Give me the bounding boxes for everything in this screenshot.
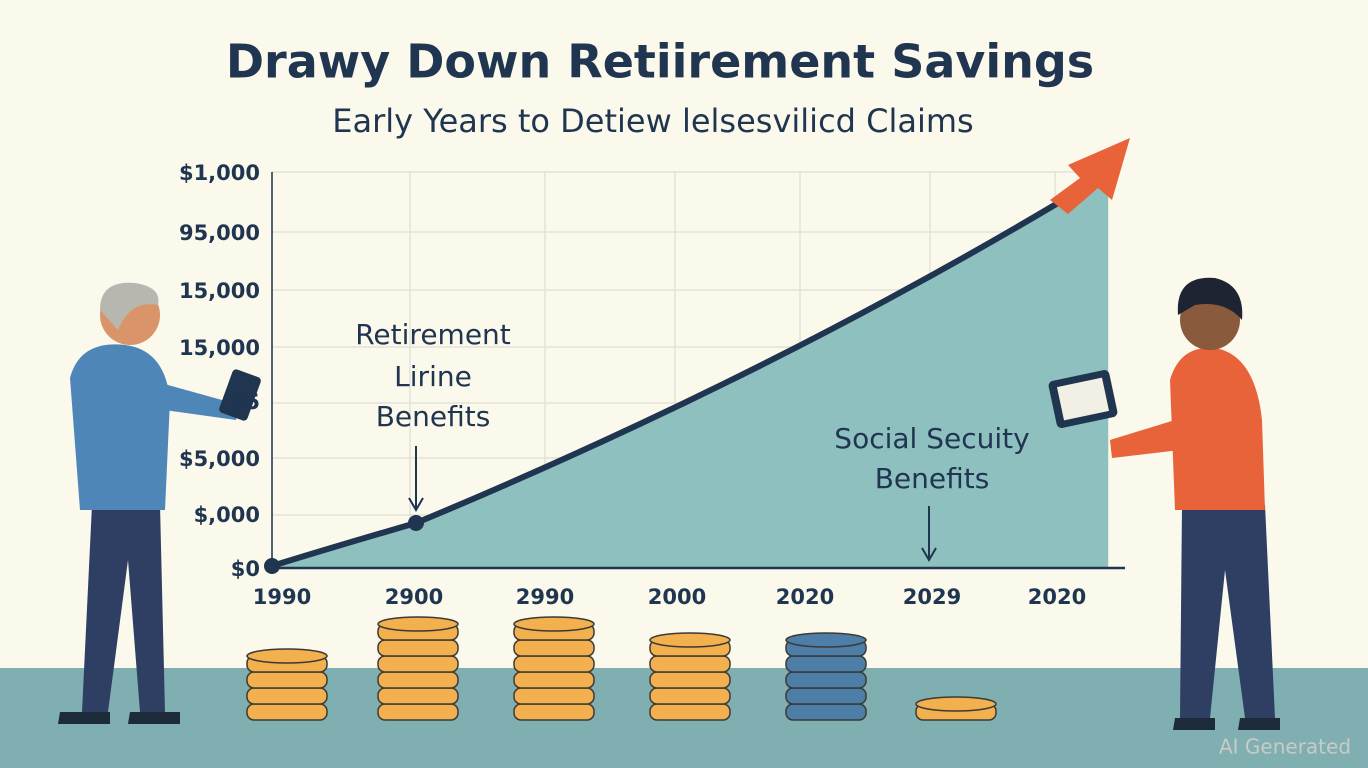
younger-person [1048, 277, 1280, 730]
coin [377, 687, 459, 705]
y-tick-label: 95,000 [179, 221, 260, 245]
y-tick-label: $,000 [194, 503, 260, 527]
annotation-arrows [408, 446, 937, 562]
start-dot [264, 558, 280, 574]
coin [377, 639, 459, 657]
coin [513, 687, 595, 705]
y-tick-label: 15,000 [179, 336, 260, 360]
x-tick-label: 2020 [1028, 585, 1086, 609]
coin [785, 655, 867, 673]
coin [513, 671, 595, 689]
coins [246, 616, 997, 721]
x-tick-label: 2990 [516, 585, 574, 609]
area [272, 180, 1108, 568]
subtitle: Early Years to Detiew lelsesvilicd Claim… [332, 102, 973, 140]
annotation: Social Secuity [834, 422, 1029, 455]
coin [246, 703, 328, 721]
coin [246, 671, 328, 689]
y-tick-label: $1,000 [179, 161, 260, 185]
coin [785, 703, 867, 721]
x-tick-label: 2900 [385, 585, 443, 609]
coin [649, 687, 731, 705]
annotation: Benefits [875, 462, 990, 495]
x-tick-label: 1990 [253, 585, 311, 609]
coin [649, 671, 731, 689]
y-tick-label: $5,000 [179, 447, 260, 471]
y-tick-label: 15,000 [179, 279, 260, 303]
coin-top [785, 632, 867, 648]
coin-top [915, 696, 997, 712]
coin [377, 671, 459, 689]
coin [649, 655, 731, 673]
y-tick-label: $0 [231, 557, 260, 581]
title: Drawy Down Retiirement Savings [226, 35, 1094, 89]
older-person [58, 282, 261, 724]
watermark: AI Generated [1219, 735, 1351, 759]
growth-arrow [1050, 138, 1130, 214]
coin-top [649, 632, 731, 648]
annotation: Benefits [376, 400, 491, 433]
annotation: Retirement [355, 318, 511, 351]
y-tick-label: $5 [231, 390, 260, 414]
coin-top [246, 648, 328, 664]
curve [269, 200, 1061, 569]
coin [246, 687, 328, 705]
coin [649, 703, 731, 721]
x-tick-label: 2000 [648, 585, 706, 609]
x-tick-label: 2029 [903, 585, 961, 609]
x-tick-label: 2020 [776, 585, 834, 609]
coin [513, 639, 595, 657]
coin [513, 655, 595, 673]
coin-top [377, 616, 459, 632]
coin [513, 703, 595, 721]
coin [377, 655, 459, 673]
coin [785, 671, 867, 689]
coin [377, 703, 459, 721]
mid-dot [408, 515, 424, 531]
coin-top [513, 616, 595, 632]
coin [785, 687, 867, 705]
annotation: Lirine [394, 360, 472, 393]
